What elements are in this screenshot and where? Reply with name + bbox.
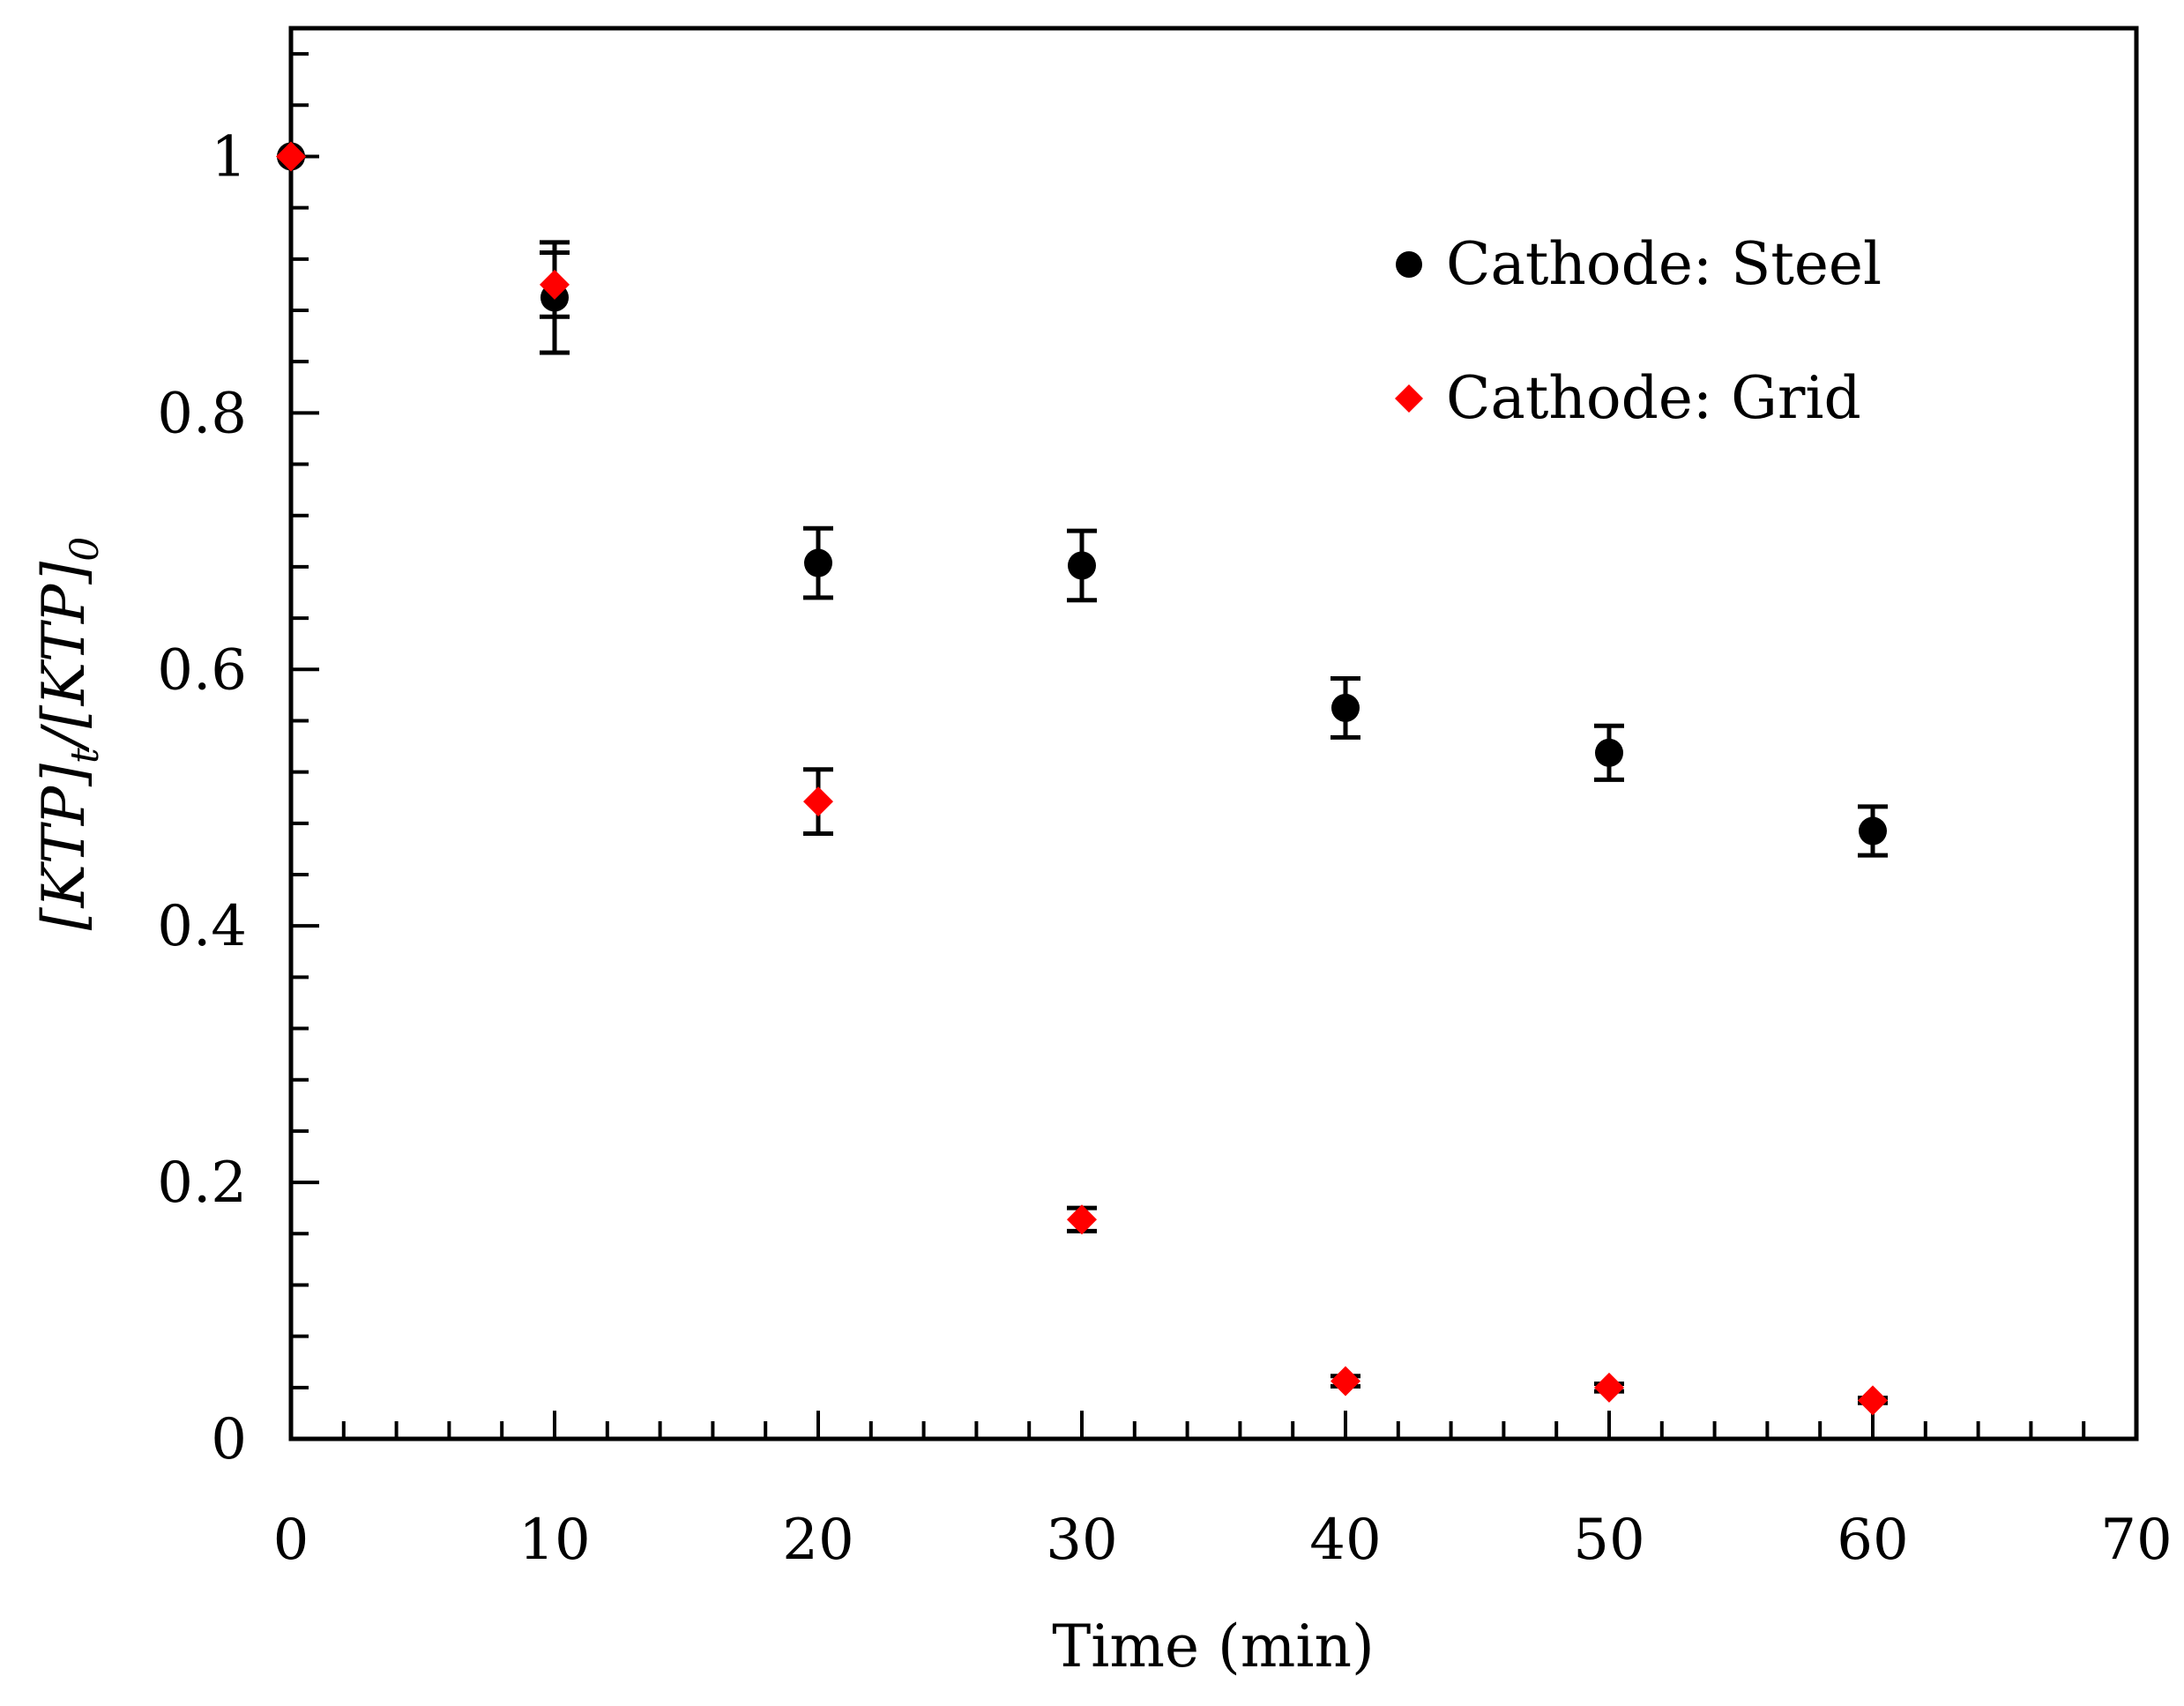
- legend-grid-marker: [1395, 384, 1423, 413]
- y-tick-label: 0.4: [157, 894, 247, 959]
- grid-data-point: [1331, 1366, 1360, 1397]
- y-axis-title-part2: /[KTP]: [30, 562, 98, 754]
- y-tick-label: 1: [211, 124, 247, 190]
- legend-grid-label: Cathode: Grid: [1446, 364, 1861, 432]
- steel-data-point: [1068, 551, 1096, 580]
- plot-frame: [288, 26, 2139, 1442]
- x-tick-label: 0: [273, 1508, 309, 1573]
- grid-data-point: [1067, 1204, 1097, 1235]
- y-tick-label: 0.6: [157, 637, 247, 703]
- x-tick-label: 60: [1837, 1508, 1908, 1573]
- y-axis-title: [KTP]t/[KTP]0: [30, 537, 108, 930]
- axis-tick-labels: 0 10 20 30 40 50 60 70 0 0.2 0.4 0.6 0.8 1: [157, 124, 2173, 1573]
- grid-data-point: [803, 786, 833, 817]
- x-tick-label: 40: [1309, 1508, 1381, 1573]
- y-tick-label: 0.2: [157, 1151, 247, 1216]
- axis-ticks: [289, 52, 2138, 1441]
- steel-data-point: [1595, 738, 1623, 767]
- steel-data-point: [1859, 816, 1887, 846]
- legend: Cathode: Steel Cathode: Grid: [1395, 230, 1882, 432]
- y-tick-label: 0.8: [157, 381, 247, 446]
- data-points: [276, 141, 1888, 1416]
- y-tick-label: 0: [211, 1407, 247, 1472]
- steel-data-point: [1331, 693, 1360, 722]
- x-tick-label: 20: [782, 1508, 853, 1573]
- y-axis-title-sub2: 0: [63, 537, 108, 562]
- y-axis-title-part1: [KTP]: [30, 764, 98, 930]
- grid-data-point: [540, 269, 570, 300]
- legend-steel-label: Cathode: Steel: [1446, 230, 1882, 298]
- x-tick-label: 30: [1046, 1508, 1117, 1573]
- x-axis-title: Time (min): [1052, 1613, 1374, 1680]
- x-tick-label: 50: [1573, 1508, 1644, 1573]
- grid-data-point: [276, 141, 306, 172]
- legend-steel-marker: [1396, 251, 1422, 278]
- x-tick-label: 10: [518, 1508, 590, 1573]
- grid-data-point: [1858, 1385, 1888, 1416]
- x-tick-label: 70: [2100, 1508, 2172, 1573]
- grid-data-point: [1594, 1372, 1624, 1403]
- y-axis-title-sub1: t: [63, 748, 108, 764]
- steel-data-point: [804, 548, 832, 577]
